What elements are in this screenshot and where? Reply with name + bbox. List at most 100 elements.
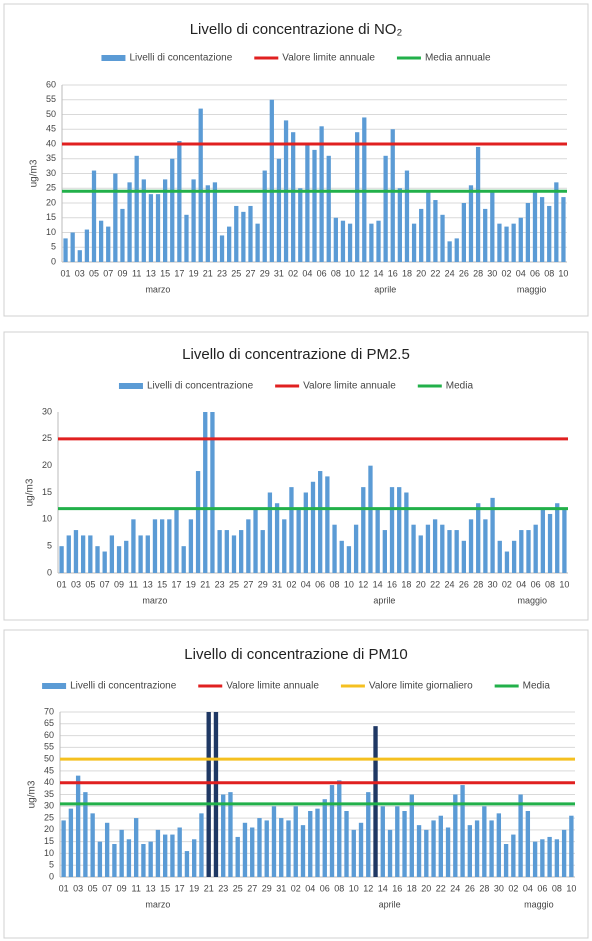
x-tick-label: 26 (459, 268, 469, 278)
x-tick-label: 21 (200, 579, 210, 589)
y-tick-label: 50 (46, 109, 56, 119)
bar (217, 530, 222, 573)
bar (126, 839, 132, 877)
x-tick-label: 06 (531, 579, 541, 589)
bar (454, 238, 459, 262)
x-tick-label: 15 (157, 579, 167, 589)
x-tick-label: 02 (291, 883, 301, 893)
x-tick-label: 10 (345, 268, 355, 278)
bar (235, 836, 240, 877)
legend-swatch (101, 55, 126, 61)
bar (432, 519, 438, 573)
month-label: maggio (524, 899, 554, 909)
bar (376, 220, 381, 262)
x-tick-label: 01 (57, 579, 67, 589)
bar (133, 818, 139, 877)
bar (109, 535, 115, 573)
bar (460, 785, 465, 877)
bar (174, 508, 179, 573)
bar (271, 806, 277, 877)
bar (170, 158, 175, 262)
y-tick-label: 50 (44, 754, 54, 764)
bar (380, 806, 385, 877)
bar (533, 524, 538, 573)
bar (431, 820, 436, 877)
bar (547, 836, 552, 877)
month-label: maggio (518, 595, 548, 605)
bar (141, 844, 146, 877)
bar (88, 535, 93, 573)
month-label: marzo (145, 284, 170, 294)
x-tick-label: 16 (392, 883, 402, 893)
x-tick-label: 06 (530, 268, 540, 278)
bar (483, 208, 488, 262)
bar (351, 829, 356, 877)
y-tick-label: 30 (44, 801, 54, 811)
bar (248, 205, 253, 262)
x-tick-label: 08 (331, 268, 341, 278)
bar (329, 785, 335, 877)
x-tick-label: 10 (349, 883, 359, 893)
y-tick-label: 15 (42, 487, 52, 497)
bar (106, 226, 111, 262)
x-tick-label: 04 (305, 883, 315, 893)
bar (389, 487, 395, 573)
x-tick-label: 14 (374, 268, 384, 278)
bar (98, 220, 104, 262)
x-tick-label: 15 (160, 268, 170, 278)
x-tick-label: 19 (189, 883, 199, 893)
bar (540, 839, 545, 877)
bar (84, 229, 90, 262)
legend-label: Valore limite annuale (226, 681, 319, 692)
x-tick-label: 19 (186, 579, 196, 589)
x-tick-label: 04 (516, 579, 526, 589)
bar (318, 471, 323, 573)
bar (112, 844, 117, 877)
x-tick-label: 06 (537, 883, 547, 893)
chart-frame (3, 3, 589, 317)
bar (68, 808, 74, 877)
bar (319, 126, 324, 262)
bar (468, 185, 474, 262)
bar (131, 519, 136, 573)
x-tick-label: 01 (59, 883, 69, 893)
bar (532, 841, 538, 877)
bar (375, 508, 380, 573)
bar (383, 155, 388, 262)
bar (547, 205, 552, 262)
bar (66, 535, 71, 573)
bar (332, 524, 337, 573)
bar (562, 508, 567, 573)
bar (145, 535, 150, 573)
bar (561, 197, 566, 262)
bar (282, 519, 287, 573)
y-tick-label: 65 (44, 718, 54, 728)
bar (340, 220, 346, 262)
bar (438, 815, 443, 877)
y-tick-label: 35 (44, 789, 54, 799)
x-tick-label: 31 (274, 268, 284, 278)
bar (198, 108, 203, 262)
x-tick-label: 13 (146, 883, 156, 893)
bar (474, 820, 480, 877)
x-tick-label: 06 (320, 883, 330, 893)
bar (497, 223, 502, 262)
bar (210, 412, 215, 573)
bar (555, 503, 560, 573)
bar (289, 487, 294, 573)
x-tick-label: 05 (88, 883, 98, 893)
y-tick-label: 10 (42, 514, 52, 524)
bar (426, 191, 431, 262)
y-tick-label: 20 (42, 460, 52, 470)
bar (231, 535, 237, 573)
bar (433, 200, 438, 262)
bar (199, 813, 204, 877)
x-tick-label: 22 (430, 268, 440, 278)
x-tick-label: 30 (494, 883, 504, 893)
bar (366, 792, 371, 877)
chart-title: Livello di concentrazione di PM2.5 (182, 346, 410, 363)
legend: Livelli di concentrazione Valore limite a… (42, 681, 550, 692)
x-tick-label: 13 (146, 268, 156, 278)
y-tick-label: 5 (47, 541, 52, 551)
bar (116, 546, 122, 573)
